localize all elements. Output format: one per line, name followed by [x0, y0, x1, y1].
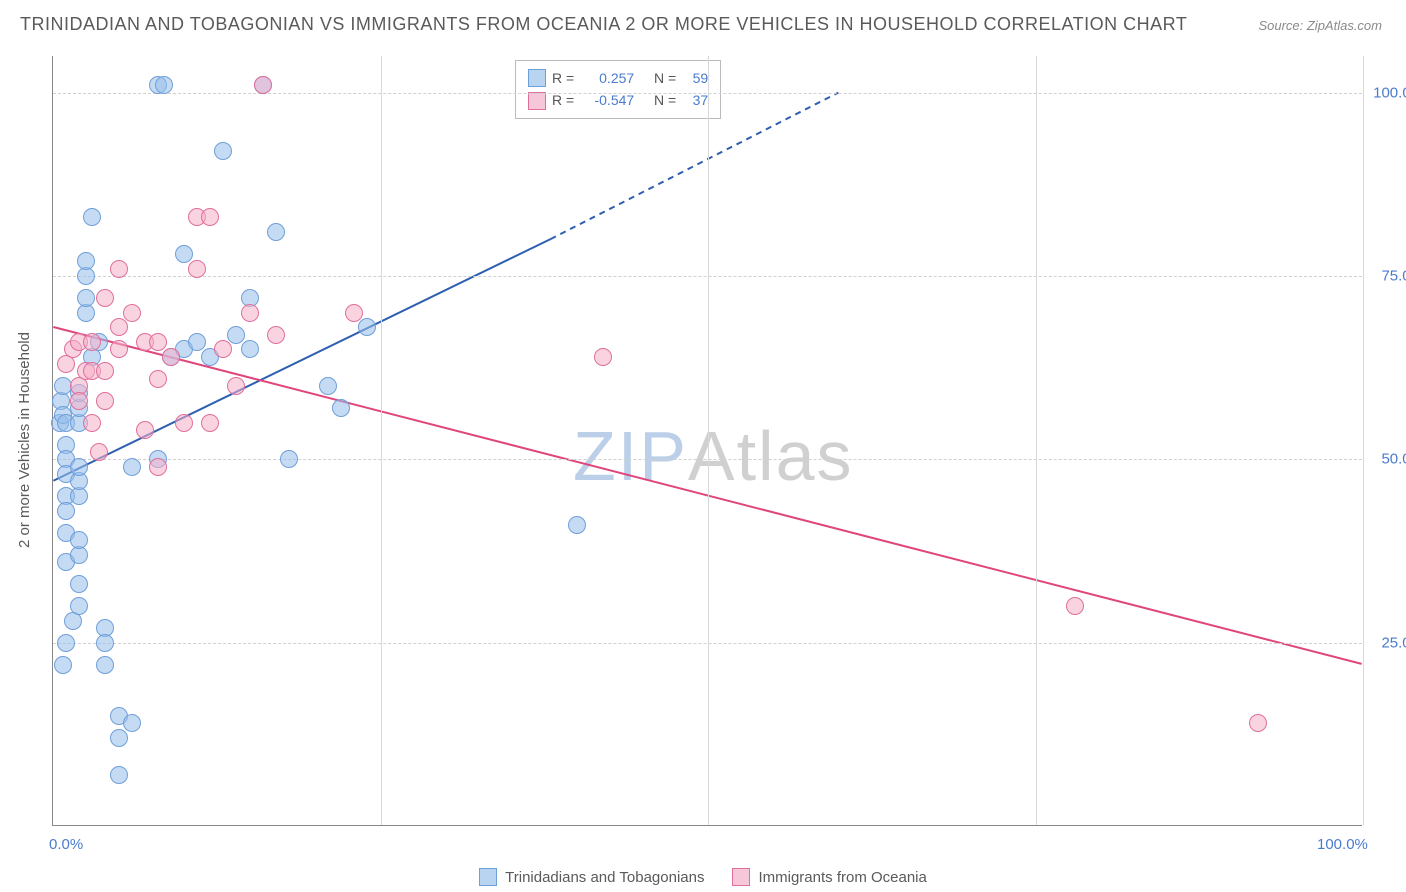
- data-point-oceania: [96, 392, 114, 410]
- swatch-oceania: [528, 92, 546, 110]
- watermark: ZIPAtlas: [573, 416, 854, 496]
- gridline-vertical: [708, 56, 709, 825]
- data-point-trinidadians: [227, 326, 245, 344]
- data-point-trinidadians: [358, 318, 376, 336]
- legend-swatch-trinidadians: [479, 868, 497, 886]
- data-point-trinidadians: [110, 729, 128, 747]
- data-point-trinidadians: [155, 76, 173, 94]
- y-tick-label: 25.0%: [1381, 634, 1406, 651]
- data-point-trinidadians: [54, 656, 72, 674]
- r-value-trinidadians: 0.257: [580, 67, 634, 89]
- data-point-trinidadians: [70, 531, 88, 549]
- data-point-trinidadians: [77, 289, 95, 307]
- source-attribution: Source: ZipAtlas.com: [1258, 18, 1382, 33]
- data-point-oceania: [123, 304, 141, 322]
- n-label: N =: [654, 67, 676, 89]
- data-point-trinidadians: [280, 450, 298, 468]
- data-point-oceania: [90, 443, 108, 461]
- data-point-trinidadians: [241, 340, 259, 358]
- swatch-trinidadians: [528, 69, 546, 87]
- x-tick-label: 100.0%: [1317, 836, 1368, 853]
- data-point-oceania: [241, 304, 259, 322]
- data-point-oceania: [345, 304, 363, 322]
- data-point-trinidadians: [70, 575, 88, 593]
- data-point-oceania: [70, 392, 88, 410]
- data-point-oceania: [594, 348, 612, 366]
- n-value-trinidadians: 59: [682, 67, 708, 89]
- data-point-oceania: [110, 340, 128, 358]
- scatter-plot-area: ZIPAtlas R =0.257 N = 59R =-0.547 N = 37…: [52, 56, 1362, 826]
- correlation-legend-box: R =0.257 N = 59R =-0.547 N = 37: [515, 60, 721, 119]
- data-point-oceania: [162, 348, 180, 366]
- data-point-oceania: [1249, 714, 1267, 732]
- gridline-vertical: [1363, 56, 1364, 825]
- data-point-oceania: [175, 414, 193, 432]
- y-tick-label: 75.0%: [1381, 268, 1406, 285]
- data-point-oceania: [188, 260, 206, 278]
- data-point-trinidadians: [214, 142, 232, 160]
- legend-item-oceania: Immigrants from Oceania: [732, 868, 926, 886]
- data-point-oceania: [149, 458, 167, 476]
- data-point-trinidadians: [175, 245, 193, 263]
- data-point-oceania: [201, 208, 219, 226]
- y-axis-title: 2 or more Vehicles in Household: [16, 332, 33, 548]
- data-point-trinidadians: [188, 333, 206, 351]
- gridline-vertical: [1036, 56, 1037, 825]
- data-point-trinidadians: [96, 634, 114, 652]
- data-point-oceania: [254, 76, 272, 94]
- data-point-oceania: [267, 326, 285, 344]
- data-point-oceania: [83, 414, 101, 432]
- chart-title: TRINIDADIAN AND TOBAGONIAN VS IMMIGRANTS…: [20, 14, 1187, 35]
- data-point-oceania: [96, 289, 114, 307]
- data-point-trinidadians: [57, 502, 75, 520]
- y-tick-label: 100.0%: [1373, 84, 1406, 101]
- data-point-trinidadians: [568, 516, 586, 534]
- data-point-oceania: [83, 333, 101, 351]
- data-point-trinidadians: [110, 766, 128, 784]
- data-point-trinidadians: [70, 458, 88, 476]
- data-point-trinidadians: [123, 714, 141, 732]
- data-point-trinidadians: [267, 223, 285, 241]
- data-point-trinidadians: [96, 656, 114, 674]
- source-name: ZipAtlas.com: [1307, 18, 1382, 33]
- series-legend: Trinidadians and Tobagonians Immigrants f…: [0, 868, 1406, 886]
- data-point-oceania: [110, 318, 128, 336]
- watermark-atlas: Atlas: [688, 417, 854, 495]
- data-point-oceania: [214, 340, 232, 358]
- data-point-trinidadians: [70, 597, 88, 615]
- data-point-trinidadians: [83, 208, 101, 226]
- y-tick-label: 50.0%: [1381, 451, 1406, 468]
- data-point-oceania: [110, 260, 128, 278]
- watermark-zip: ZIP: [573, 417, 688, 495]
- data-point-trinidadians: [332, 399, 350, 417]
- data-point-oceania: [149, 333, 167, 351]
- data-point-oceania: [136, 421, 154, 439]
- data-point-oceania: [96, 362, 114, 380]
- data-point-trinidadians: [77, 252, 95, 270]
- r-label: R =: [552, 67, 574, 89]
- gridline-vertical: [381, 56, 382, 825]
- correlation-row-trinidadians: R = 0.257 N = 59: [528, 67, 708, 89]
- legend-item-trinidadians: Trinidadians and Tobagonians: [479, 868, 704, 886]
- legend-swatch-oceania: [732, 868, 750, 886]
- legend-label-trinidadians: Trinidadians and Tobagonians: [505, 869, 704, 886]
- data-point-trinidadians: [57, 634, 75, 652]
- data-point-oceania: [149, 370, 167, 388]
- x-tick-label: 0.0%: [49, 836, 83, 853]
- data-point-oceania: [201, 414, 219, 432]
- legend-label-oceania: Immigrants from Oceania: [758, 869, 926, 886]
- data-point-trinidadians: [319, 377, 337, 395]
- source-label: Source:: [1258, 18, 1306, 33]
- data-point-trinidadians: [123, 458, 141, 476]
- data-point-oceania: [1066, 597, 1084, 615]
- data-point-oceania: [227, 377, 245, 395]
